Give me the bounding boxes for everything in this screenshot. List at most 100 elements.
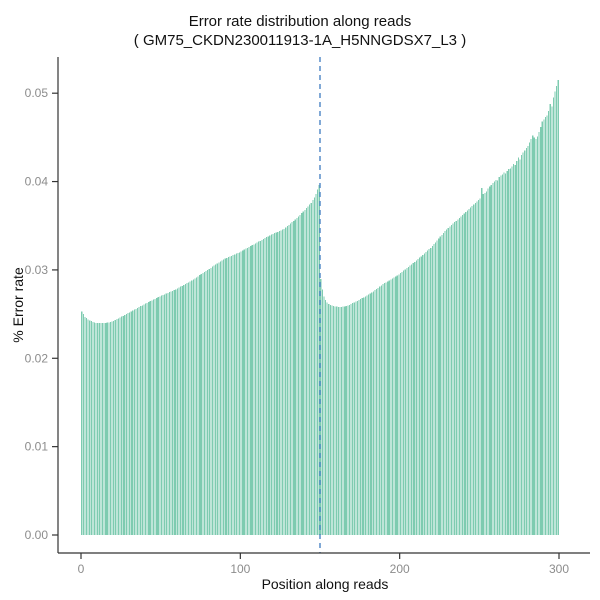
- bar: [393, 277, 395, 535]
- bar: [238, 252, 241, 535]
- bar: [520, 155, 523, 536]
- bar: [474, 203, 476, 535]
- bar: [301, 213, 303, 535]
- bar: [250, 246, 252, 535]
- bar: [127, 313, 129, 535]
- bar: [525, 147, 527, 536]
- bar: [267, 236, 269, 535]
- bar: [92, 321, 94, 535]
- bar: [121, 316, 123, 535]
- bar: [363, 297, 365, 535]
- bar: [280, 230, 282, 535]
- bar: [125, 314, 127, 535]
- y-tick-label: 0.03: [25, 263, 49, 277]
- bar: [170, 291, 172, 535]
- bar: [513, 163, 515, 535]
- bar: [447, 227, 449, 536]
- bar: [165, 293, 167, 535]
- bar: [498, 177, 500, 535]
- bar: [519, 159, 521, 535]
- bar: [124, 314, 126, 535]
- bar: [549, 103, 551, 536]
- bar: [210, 267, 212, 535]
- bar: [180, 286, 182, 535]
- bar: [479, 198, 481, 535]
- bar: [552, 97, 554, 536]
- bar: [189, 281, 191, 535]
- bar: [184, 284, 186, 535]
- bar: [345, 305, 347, 535]
- bar: [554, 91, 556, 536]
- bar: [183, 284, 185, 535]
- bar: [264, 238, 266, 536]
- bar: [312, 200, 314, 535]
- bar: [105, 322, 107, 535]
- bar: [490, 185, 492, 535]
- bar: [528, 142, 531, 535]
- bar: [151, 300, 153, 535]
- bar: [138, 307, 140, 535]
- bar: [358, 299, 360, 535]
- bar: [216, 263, 218, 535]
- bar: [383, 283, 386, 535]
- bar: [288, 224, 290, 536]
- bar: [326, 302, 328, 535]
- bar: [368, 294, 370, 535]
- bar: [458, 217, 460, 535]
- bar: [154, 298, 156, 535]
- bar: [360, 299, 362, 535]
- bar: [546, 115, 548, 535]
- bar: [141, 305, 143, 535]
- bar: [129, 312, 131, 535]
- bar: [98, 323, 100, 535]
- bar: [148, 301, 150, 535]
- bar: [495, 179, 497, 536]
- bar: [544, 117, 547, 535]
- bar: [396, 275, 398, 535]
- bar: [178, 287, 180, 535]
- bar: [460, 216, 462, 536]
- bar: [100, 323, 102, 535]
- bar: [81, 311, 83, 535]
- bar: [221, 260, 223, 535]
- bar: [493, 181, 496, 535]
- bar: [404, 269, 406, 535]
- bar: [391, 278, 394, 535]
- bar: [202, 273, 204, 535]
- bar: [509, 168, 511, 535]
- bar: [353, 302, 355, 535]
- bar: [315, 193, 317, 535]
- bar: [122, 315, 124, 535]
- bar: [468, 209, 470, 535]
- bar: [551, 106, 553, 535]
- bar: [277, 231, 279, 535]
- bar: [156, 298, 158, 535]
- bar: [337, 306, 339, 535]
- bar: [361, 298, 363, 535]
- bar: [516, 161, 518, 536]
- bar: [130, 311, 132, 535]
- bar: [274, 233, 276, 535]
- bar: [143, 304, 145, 535]
- bar: [187, 282, 190, 535]
- bar: [86, 318, 88, 535]
- bar: [517, 157, 519, 535]
- bar: [259, 240, 261, 535]
- bar: [226, 257, 228, 535]
- bar: [159, 296, 161, 535]
- bar: [540, 126, 542, 535]
- bar: [114, 320, 116, 535]
- bar: [269, 235, 271, 535]
- bar: [388, 280, 390, 535]
- bar: [310, 202, 312, 535]
- y-tick-label: 0.00: [25, 528, 49, 542]
- bar: [505, 173, 507, 536]
- bar: [272, 233, 274, 535]
- bar: [329, 304, 331, 535]
- bar: [425, 252, 427, 535]
- bar: [414, 261, 416, 535]
- bar: [87, 319, 89, 535]
- y-tick-label: 0.02: [25, 351, 49, 365]
- bar: [406, 268, 408, 535]
- bar: [449, 226, 451, 535]
